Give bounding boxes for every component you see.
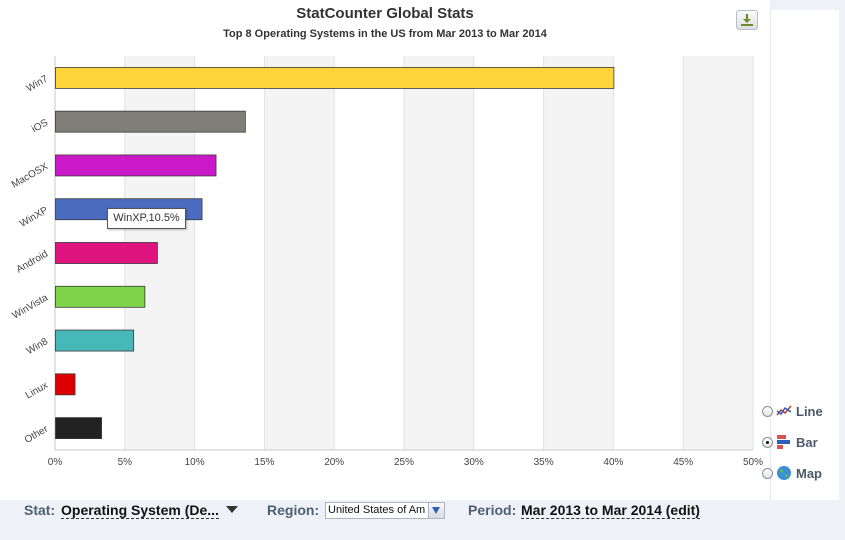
view-panel [770,10,839,500]
bar-macosx [55,154,217,177]
bar-chart-icon [777,435,790,449]
line-radio[interactable] [762,405,773,417]
grid-band [683,56,753,450]
y-tick-label: Win8 [25,336,51,357]
view-option-line[interactable]: Line [762,401,823,421]
bar-android [55,242,158,264]
bar-linux [55,373,76,396]
view-label-line: Line [796,403,823,419]
grid-band [543,56,614,450]
y-tick-label: Other [23,423,51,445]
period-label: Period: [468,502,517,518]
grid-band [264,56,335,450]
x-tick-label: 50% [743,457,763,468]
view-option-bar[interactable]: Bar [762,432,818,452]
x-tick-label: 40% [603,457,623,468]
x-tick-label: 0% [48,457,63,468]
line-chart-icon [776,405,792,416]
chart-subtitle: Top 8 Operating Systems in the US from M… [223,28,547,40]
x-tick-label: 45% [673,457,693,468]
map-radio[interactable] [762,467,773,479]
globe-icon [777,466,791,480]
bar-radio[interactable] [762,436,773,448]
grid-band [404,56,474,450]
bar-ios [55,110,246,133]
bar-win8 [55,329,135,352]
dropdown-arrow-icon[interactable] [428,503,444,518]
bar-tooltip: WinXP,10.5% [107,208,186,229]
view-label-map: Map [796,465,822,481]
bar-other [55,417,102,440]
stat-dropdown[interactable]: Operating System (De... [61,502,219,519]
region-select[interactable]: United States of Am [325,502,445,519]
y-tick-label: iOS [30,117,50,135]
bar-chart: Win7 iOS MacOSX WinXP Android WinVista Win8 Lin… [10,56,763,468]
x-tick-label: 5% [118,457,133,468]
region-select-value: United States of Am [328,504,426,516]
x-tick-label: 35% [534,457,554,468]
chart-title: StatCounter Global Stats [296,5,474,22]
bar-winvista [55,285,146,308]
y-tick-label: Linux [24,380,50,401]
region-label: Region: [267,502,320,518]
download-icon [741,14,753,26]
y-tick-label: WinXP [18,205,50,230]
x-tick-label: 20% [324,457,344,468]
y-tick-label: Android [15,249,50,276]
download-button[interactable] [736,10,758,30]
view-label-bar: Bar [796,434,818,450]
y-tick-label: MacOSX [10,161,50,191]
chevron-down-icon[interactable] [226,506,238,513]
grid-band [473,56,544,450]
period-edit-link[interactable]: Mar 2013 to Mar 2014 (edit) [521,502,700,519]
bar-win7 [55,66,615,89]
x-tick-label: 15% [254,457,274,468]
y-tick-label: Win7 [25,73,51,94]
x-tick-label: 25% [394,457,414,468]
y-tick-label: WinVista [10,292,50,321]
x-tick-label: 10% [185,457,205,468]
view-option-map[interactable]: Map [762,463,822,483]
grid-band [334,56,404,450]
x-tick-label: 30% [464,457,484,468]
stat-label: Stat: [24,502,56,518]
grid-band [613,56,684,450]
